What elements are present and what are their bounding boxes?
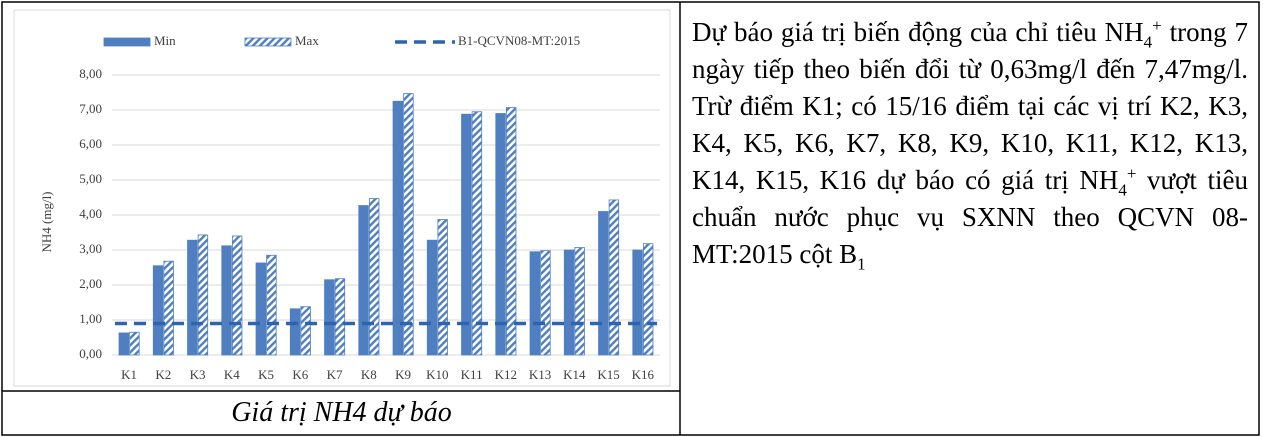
- subscript: 4: [1118, 180, 1127, 200]
- bar: [334, 278, 346, 356]
- bar: [495, 113, 506, 356]
- bar: [221, 245, 232, 356]
- y-tick-label: 0,00: [79, 346, 102, 361]
- text: Dự báo giá trị biến động của chỉ tiêu NH: [692, 17, 1144, 47]
- bar: [358, 205, 369, 356]
- bar: [129, 331, 140, 356]
- bar: [437, 219, 448, 356]
- bar: [505, 107, 517, 356]
- description: Dự báo giá trị biến động của chỉ tiêu NH…: [692, 14, 1248, 273]
- bar: [461, 113, 472, 356]
- bar: [598, 211, 609, 356]
- bar: [392, 100, 404, 356]
- bar: [118, 332, 130, 356]
- bar: [471, 111, 483, 356]
- legend-swatch: [103, 37, 151, 47]
- y-tick-label: 4,00: [79, 206, 102, 221]
- legend-label: Min: [154, 33, 176, 48]
- superscript: +: [1126, 164, 1137, 183]
- bar: [289, 308, 301, 356]
- subscript: 4: [1143, 32, 1153, 52]
- x-tick-label: K4: [224, 367, 240, 382]
- x-tick-label: K16: [632, 367, 655, 382]
- bar: [163, 260, 174, 356]
- bar: [563, 249, 575, 356]
- bar: [540, 250, 551, 356]
- bar: [642, 243, 654, 356]
- x-tick-label: K5: [258, 367, 274, 382]
- y-tick-label: 3,00: [79, 241, 102, 256]
- bar: [608, 199, 620, 356]
- x-tick-label: K14: [563, 367, 586, 382]
- y-tick-label: 2,00: [79, 276, 102, 291]
- x-tick-label: K7: [327, 367, 343, 382]
- bar: [300, 306, 311, 356]
- x-tick-label: K13: [529, 367, 551, 382]
- subscript: 1: [857, 254, 866, 274]
- legend-label: B1-QCVN08-MT:2015: [458, 33, 580, 48]
- caption: Giá trị NH4 dự báo: [231, 397, 452, 428]
- text: vượt tiêu chuẩn nước phục vụ SXNN theo Q…: [692, 165, 1248, 269]
- x-tick-label: K12: [495, 367, 517, 382]
- x-tick-label: K8: [361, 367, 377, 382]
- y-tick-label: 6,00: [79, 136, 102, 151]
- x-tick-label: K3: [190, 367, 206, 382]
- x-tick-label: K9: [395, 367, 411, 382]
- x-tick-label: K10: [426, 367, 448, 382]
- bar: [529, 251, 541, 356]
- bar: [197, 234, 209, 356]
- bar: [231, 235, 243, 356]
- y-tick-label: 8,00: [79, 66, 102, 81]
- bar: [152, 265, 164, 356]
- y-tick-label: 5,00: [79, 171, 102, 186]
- bar: [368, 198, 380, 356]
- x-tick-label: K11: [461, 367, 483, 382]
- x-tick-label: K2: [155, 367, 171, 382]
- y-axis-title: NH4 (mg/l): [39, 191, 54, 252]
- x-tick-label: K1: [121, 367, 137, 382]
- text: trong 7 ngày tiếp theo biến đổi từ 0,63m…: [692, 17, 1248, 195]
- y-tick-label: 1,00: [79, 311, 102, 326]
- superscript: +: [1152, 16, 1162, 35]
- bar: [403, 93, 414, 356]
- bar: [266, 254, 277, 356]
- x-tick-label: K6: [292, 367, 308, 382]
- legend-label: Max: [295, 33, 319, 48]
- bar: [324, 279, 335, 356]
- bar: [426, 239, 438, 356]
- bar: [255, 262, 267, 356]
- bar: [574, 247, 585, 356]
- legend-swatch: [244, 37, 292, 47]
- x-tick-label: K15: [597, 367, 619, 382]
- y-tick-label: 7,00: [79, 101, 102, 116]
- bar: [632, 249, 643, 356]
- bar: [187, 239, 198, 356]
